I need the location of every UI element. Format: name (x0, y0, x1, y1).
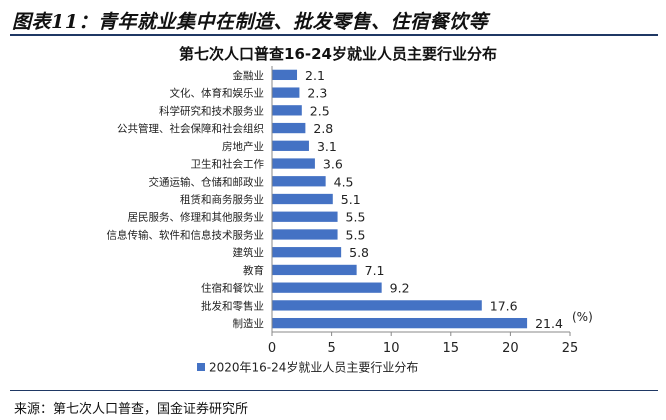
x-tick-label: 10 (383, 341, 400, 356)
value-label: 5.5 (346, 227, 366, 242)
bar (272, 211, 338, 222)
bar (272, 193, 333, 205)
header-divider (10, 34, 658, 36)
category-label: 制造业 (233, 317, 265, 330)
bar (272, 176, 326, 187)
category-label: 交通运输、仓储和邮政业 (149, 175, 265, 188)
bar (272, 264, 357, 276)
bar (272, 317, 528, 329)
figure-title: 图表11：青年就业集中在制造、批发零售、住宿餐饮等 (12, 11, 488, 33)
value-label: 21.4 (535, 316, 563, 331)
value-label: 3.1 (317, 139, 337, 154)
legend-label: 2020年16-24岁就业人员主要行业分布 (209, 360, 418, 375)
category-label: 教育 (243, 264, 264, 277)
category-label: 住宿和餐饮业 (201, 282, 264, 295)
value-label: 2.3 (307, 86, 327, 101)
value-label: 2.8 (313, 121, 333, 136)
category-label: 批发和零售业 (201, 299, 264, 312)
category-label: 卫生和社会工作 (191, 158, 265, 171)
bar (272, 122, 306, 134)
value-label: 17.6 (490, 298, 518, 313)
x-tick-label: 5 (327, 341, 335, 356)
value-label: 5.5 (346, 210, 366, 225)
unit-label: (%) (572, 310, 593, 324)
bar (272, 69, 298, 81)
bar (272, 282, 382, 293)
figure-header: 图表11：青年就业集中在制造、批发零售、住宿餐饮等 (0, 0, 666, 36)
x-tick-label: 15 (443, 341, 460, 356)
bar (272, 300, 482, 311)
source-note: 来源：第七次人口普查，国金证券研究所 (14, 402, 249, 417)
footer-divider (10, 390, 658, 391)
chart-title: 第七次人口普查16-24岁就业人员主要行业分布 (179, 45, 497, 63)
value-label: 2.1 (305, 68, 325, 83)
bar (272, 229, 338, 240)
value-label: 9.2 (390, 281, 410, 296)
x-tick-label: 0 (268, 341, 276, 356)
category-label: 科学研究和技术服务业 (159, 104, 264, 117)
value-label: 3.6 (323, 157, 343, 172)
value-label: 2.5 (310, 103, 330, 118)
bar (272, 105, 302, 116)
category-label: 公共管理、社会保障和社会组织 (117, 122, 264, 135)
bar (272, 87, 300, 98)
bar (272, 140, 309, 151)
bar (272, 158, 315, 169)
category-label: 信息传输、软件和信息技术服务业 (107, 228, 265, 241)
x-tick-label: 25 (562, 341, 579, 356)
x-tick-label: 20 (502, 341, 519, 356)
category-label: 居民服务、修理和其他服务业 (128, 211, 265, 224)
category-label: 租赁和商务服务业 (180, 193, 264, 206)
category-label: 房地产业 (222, 140, 264, 153)
bar (272, 247, 342, 258)
value-label: 5.1 (341, 192, 361, 207)
category-label: 建筑业 (233, 246, 265, 259)
legend-swatch (197, 363, 205, 371)
category-label: 文化、体育和娱乐业 (170, 87, 265, 100)
value-label: 5.8 (349, 245, 369, 260)
value-label: 4.5 (334, 174, 354, 189)
category-label: 金融业 (233, 69, 265, 82)
value-label: 7.1 (365, 263, 385, 278)
